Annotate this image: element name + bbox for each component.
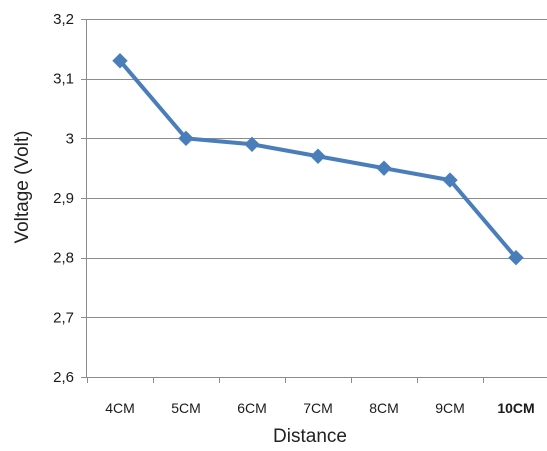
y-axis-title: Voltage (Volt): [12, 130, 33, 243]
axes: [81, 19, 547, 383]
x-tick-label: 9CM: [435, 400, 465, 416]
data-point-marker: [442, 172, 458, 188]
markers: [112, 53, 524, 266]
x-tick-label: 7CM: [303, 400, 333, 416]
y-tick-label: 2,8: [53, 250, 74, 267]
x-axis-title: Distance: [273, 426, 347, 446]
y-tick-label: 3,1: [53, 71, 74, 88]
x-tick-label: 8CM: [369, 400, 399, 416]
data-point-marker: [178, 130, 194, 147]
y-tick-label: 2,9: [53, 190, 74, 207]
gridlines: [86, 19, 547, 318]
x-tick-label: 6CM: [237, 400, 267, 416]
data-point-marker: [112, 53, 128, 69]
y-tick-label: 3: [66, 130, 74, 147]
data-point-marker: [244, 136, 260, 153]
y-tick-label: 2,6: [53, 369, 74, 386]
x-tick-label: 10CM: [497, 400, 534, 416]
x-tick-labels: 4CM 5CM 6CM 7CM 8CM 9CM 10CM: [105, 400, 534, 416]
y-tick-labels: 2,6 2,7 2,8 2,9 3 3,1 3,2: [53, 11, 74, 386]
x-tick-label: 5CM: [171, 400, 201, 416]
data-point-marker: [310, 148, 326, 164]
y-tick-label: 3,2: [53, 11, 74, 28]
data-point-marker: [376, 160, 392, 176]
data-point-marker: [508, 249, 524, 266]
y-tick-label: 2,7: [53, 309, 74, 326]
x-tick-label: 4CM: [105, 400, 135, 416]
